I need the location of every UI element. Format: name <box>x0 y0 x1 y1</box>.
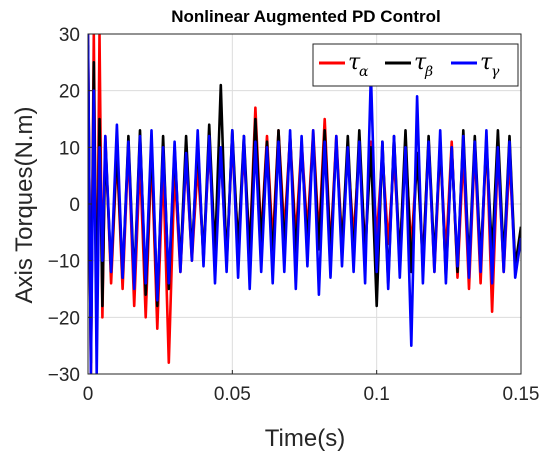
series-group <box>88 34 521 374</box>
chart-title: Nonlinear Augmented PD Control <box>171 7 441 26</box>
legend-label-1: β <box>424 64 433 80</box>
y-axis-label: Axis Torques(N.m) <box>11 107 38 304</box>
y-tick-label-4: 10 <box>59 138 80 159</box>
legend-tau-0: τ <box>348 50 361 75</box>
x-tick-label-1: 0.05 <box>214 384 251 405</box>
x-tick-label-3: 0.15 <box>503 384 540 405</box>
x-axis-label: Time(s) <box>265 425 345 452</box>
y-tick-label-5: 20 <box>59 82 80 103</box>
legend-label-2: γ <box>491 64 500 80</box>
x-tick-label-2: 0.1 <box>363 384 389 405</box>
y-tick-label-2: −10 <box>48 252 80 273</box>
tick-group: 0 0.05 0.1 0.15 −30 −20 −10 0 10 20 30 <box>48 25 540 405</box>
y-tick-label-0: −30 <box>48 365 80 386</box>
x-tick-label-0: 0 <box>83 384 94 405</box>
series-line-2 <box>88 34 521 374</box>
legend-box <box>312 43 519 87</box>
y-tick-label-3: 0 <box>69 195 80 216</box>
y-tick-label-6: 30 <box>59 25 80 46</box>
y-tick-label-1: −20 <box>48 308 80 329</box>
legend-tau-2: τ <box>480 50 493 75</box>
legend-label-0: α <box>359 64 369 80</box>
legend-tau-1: τ <box>414 50 427 75</box>
legend: τα τβ τγ <box>312 43 519 87</box>
